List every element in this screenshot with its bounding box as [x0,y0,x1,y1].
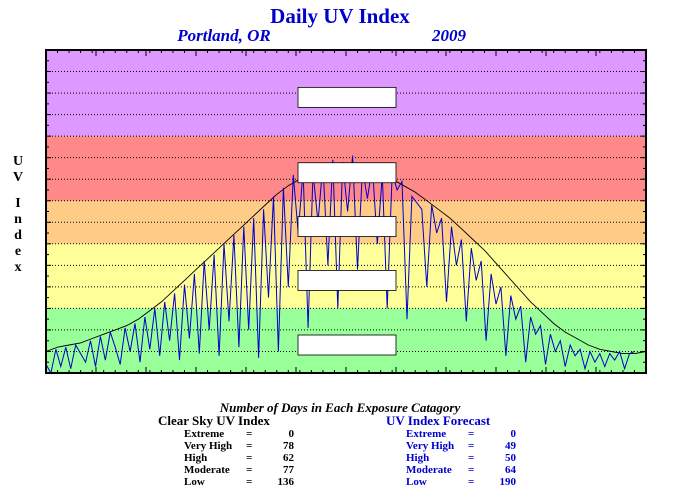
clear-sky-row-moderate: Moderate = 77 [158,464,294,476]
forecast-equals: = [468,428,475,440]
forecast-value: 190 [499,476,517,488]
band-label-box [297,86,397,108]
clear-sky-value: 78 [283,440,294,452]
forecast-label: High [406,452,430,464]
forecast-row-very-high: Very High = 49 [386,440,516,452]
clear-sky-value: 0 [288,428,295,440]
band-label-box [297,162,397,184]
axes [45,49,647,374]
band-label-very-high [297,162,397,184]
clear-sky-label: Moderate [184,464,230,476]
band-label-high [297,216,397,237]
clear-sky-value: 77 [283,464,294,476]
chart-location: Portland, OR [176,26,271,45]
forecast-label: Low [406,476,427,488]
clear-sky-value: 62 [283,452,294,464]
y-axis-label-letter: I [15,196,20,211]
y-axis-label-letter: d [14,228,22,243]
clear-sky-equals: = [246,464,253,476]
band-label-box [297,270,397,291]
forecast-value: 50 [505,452,516,464]
forecast-label: Extreme [406,428,447,440]
forecast-equals: = [468,452,475,464]
y-axis-label-letter: n [14,212,22,227]
clear-sky-stats: Clear Sky UV Index Extreme = 0 Very High = 78… [158,413,294,488]
forecast-equals: = [468,476,475,488]
forecast-label: Moderate [406,464,452,476]
y-axis-label-letter: U [13,154,23,169]
chart-title: Daily UV Index [270,4,410,28]
forecast-label: Very High [406,440,455,452]
band-label-box [297,334,397,356]
forecast-row-moderate: Moderate = 64 [386,464,516,476]
clear-sky-label: Very High [184,440,233,452]
forecast-equals: = [468,464,475,476]
forecast-row-extreme: Extreme = 0 [386,428,516,440]
clear-sky-label: Extreme [184,428,225,440]
y-axis-label-letter: V [13,170,23,185]
clear-sky-equals: = [246,452,253,464]
band-label-box [297,216,397,237]
band-label-low [297,334,397,356]
band-label-moderate [297,270,397,291]
clear-sky-label: Low [184,476,205,488]
forecast-row-low: Low = 190 [386,476,516,488]
clear-sky-row-low: Low = 136 [158,476,294,488]
summary-caption: Number of Days in Each Exposure Catagory [219,400,461,415]
forecast-row-high: High = 50 [386,452,516,464]
uv-category-labels [297,86,397,356]
forecast-equals: = [468,440,475,452]
clear-sky-row-extreme: Extreme = 0 [158,428,294,440]
clear-sky-heading: Clear Sky UV Index [158,413,270,428]
clear-sky-equals: = [246,428,253,440]
clear-sky-value: 136 [277,476,295,488]
forecast-value: 64 [505,464,516,476]
forecast-value: 0 [510,428,517,440]
band-label-extreme [297,86,397,108]
clear-sky-equals: = [246,440,253,452]
clear-sky-equals: = [246,476,253,488]
clear-sky-row-very-high: Very High = 78 [158,440,294,452]
forecast-stats: UV Index Forecast Extreme = 0 Very High = 49 H… [386,413,516,488]
y-axis-label-letter: e [15,244,21,259]
clear-sky-label: High [184,452,208,464]
forecast-heading: UV Index Forecast [386,413,491,428]
y-axis-label-letter: x [15,260,22,275]
chart-year: 2009 [431,26,467,45]
clear-sky-row-high: High = 62 [158,452,294,464]
forecast-value: 49 [505,440,516,452]
